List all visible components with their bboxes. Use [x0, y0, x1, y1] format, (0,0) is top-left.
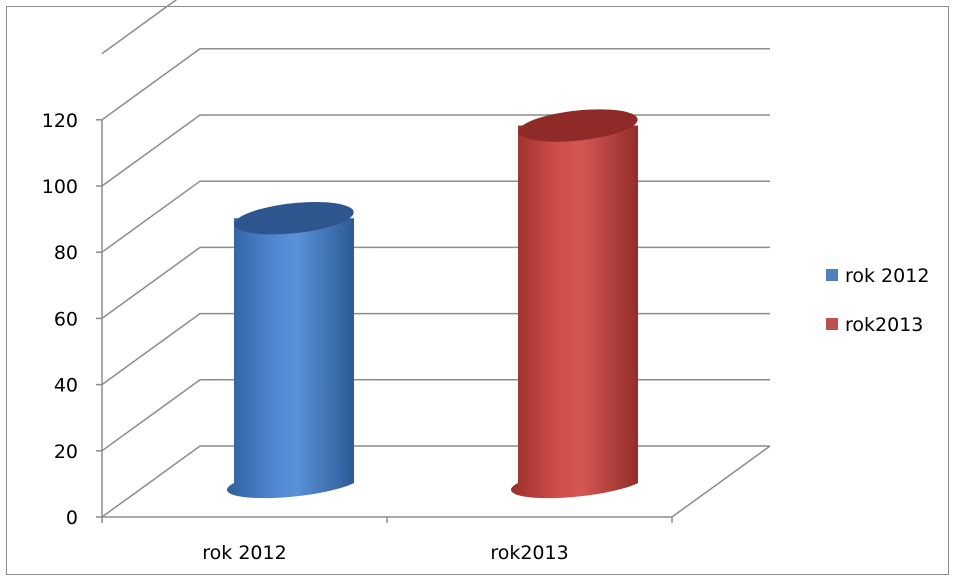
y-tick-label: 120 — [42, 110, 78, 132]
legend-swatch — [826, 318, 838, 330]
legend-label: rok 2012 — [845, 265, 929, 287]
gridline — [101, 0, 178, 55]
y-tick-label: 60 — [54, 308, 78, 330]
y-tick-label: 100 — [42, 176, 78, 198]
axes — [96, 119, 771, 523]
x-category-label: rok2013 — [490, 542, 568, 564]
bar-rok-2012 — [226, 202, 354, 499]
y-tick-label: 40 — [54, 375, 78, 397]
grid-lines — [101, 0, 770, 518]
y-tick-label: 0 — [66, 507, 78, 529]
y-tick-label: 80 — [54, 242, 78, 264]
legend-item: rok 2012 — [826, 265, 929, 287]
legend-item: rok2013 — [826, 314, 923, 336]
gridline — [101, 180, 770, 253]
y-tick-label: 20 — [54, 441, 78, 463]
legend-label: rok2013 — [845, 314, 923, 336]
y-axis-ticks: 0 20 40 60 80 100 120 — [42, 110, 78, 529]
x-category-label: rok 2012 — [202, 542, 286, 564]
bar-top — [518, 109, 638, 142]
bar-body — [510, 125, 638, 499]
gridline — [101, 445, 770, 518]
bar-rok2013 — [510, 109, 638, 499]
chart-frame — [6, 6, 949, 575]
x-axis-categories: rok 2012 rok2013 — [202, 542, 568, 564]
gridline — [101, 48, 770, 121]
floor-edge — [102, 445, 771, 518]
bar-top — [234, 202, 354, 235]
gridline — [101, 246, 770, 320]
bars — [226, 109, 638, 499]
gridline — [101, 114, 770, 187]
legend-swatch — [826, 269, 838, 281]
legend: rok 2012 rok2013 — [826, 265, 929, 336]
gridline — [101, 312, 770, 386]
bar-body — [226, 218, 354, 499]
gridline — [101, 379, 770, 452]
